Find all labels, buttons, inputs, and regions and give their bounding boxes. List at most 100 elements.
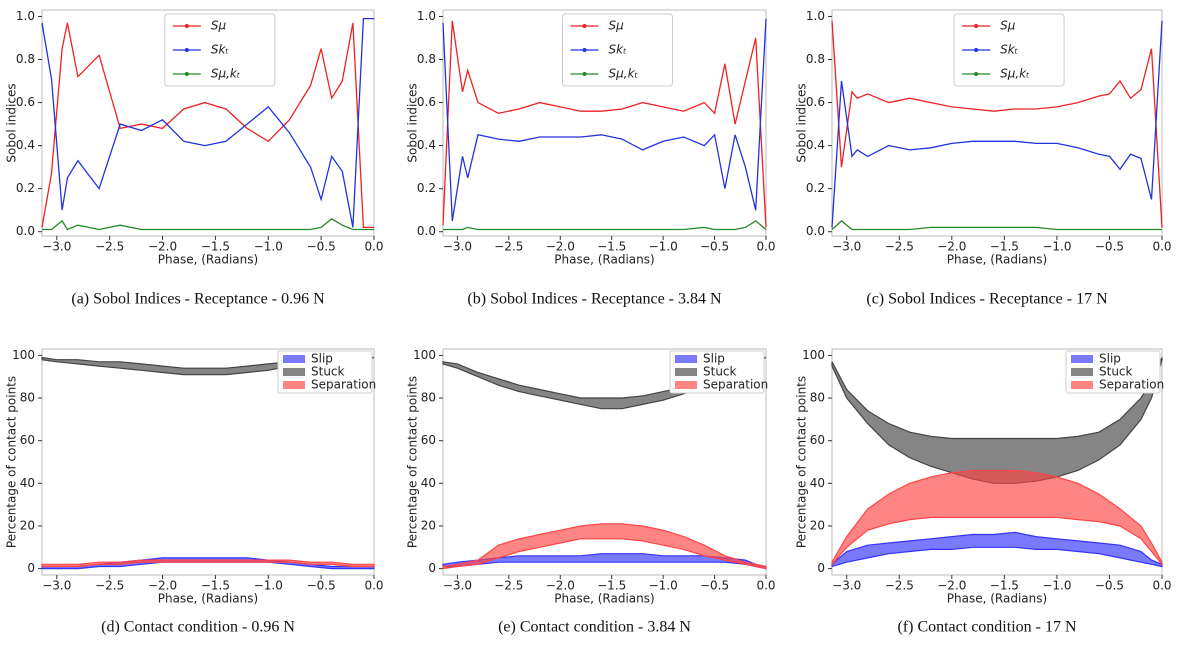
caption: (b) Sobol Indices - Receptance - 3.84 N — [467, 291, 722, 308]
caption: (e) Contact condition - 3.84 N — [498, 619, 691, 636]
x-tick-label: −2.5 — [885, 579, 914, 593]
x-axis-label: Phase, (Radians) — [947, 592, 1047, 606]
x-tick-label: −3.0 — [443, 240, 472, 254]
x-tick-label: −1.5 — [990, 579, 1019, 593]
legend-label: Sμ — [211, 19, 227, 33]
series-line — [42, 218, 374, 231]
legend-label: Sμ,kₜ — [1000, 67, 1030, 81]
legend-label: Separation — [1099, 378, 1164, 392]
y-axis-label: Percentage of contact points — [5, 376, 19, 548]
x-tick-label: −1.0 — [1042, 240, 1071, 254]
y-tick-label: 80 — [421, 391, 436, 405]
x-tick-label: −1.5 — [990, 240, 1019, 254]
series-line — [831, 20, 1163, 228]
legend-label: Sμ — [1000, 19, 1016, 33]
legend-label: Sμ,kₜ — [609, 67, 639, 81]
x-tick-label: −2.5 — [494, 240, 523, 254]
y-tick-label: 60 — [421, 433, 436, 447]
x-tick-label: −0.5 — [1095, 579, 1124, 593]
y-tick-label: 0.8 — [417, 52, 436, 66]
x-tick-label: 0.0 — [364, 240, 383, 254]
x-tick-label: −1.5 — [201, 579, 230, 593]
x-tick-label: −3.0 — [443, 579, 472, 593]
x-tick-label: −2.0 — [546, 240, 575, 254]
legend-label: Stuck — [703, 365, 737, 379]
legend-patch — [675, 368, 697, 376]
legend-patch — [675, 381, 697, 389]
y-tick-label: 0.6 — [16, 95, 35, 109]
x-tick-label: −1.0 — [254, 240, 283, 254]
x-tick-label: −2.5 — [885, 240, 914, 254]
y-tick-label: 1.0 — [16, 9, 35, 23]
y-axis-label: Sobol indices — [5, 83, 19, 162]
y-tick-label: 20 — [421, 518, 436, 532]
caption: (d) Contact condition - 0.96 N — [101, 619, 295, 636]
y-tick-label: 0.6 — [417, 95, 436, 109]
legend-patch — [1071, 355, 1093, 363]
legend-marker — [582, 48, 587, 52]
band — [831, 357, 1163, 484]
legend-patch — [675, 355, 697, 363]
legend-box — [953, 13, 1065, 87]
x-axis-label: Phase, (Radians) — [158, 592, 258, 606]
legend-patch — [1071, 368, 1093, 376]
legend-marker — [974, 48, 979, 52]
y-tick-label: 0.8 — [16, 52, 35, 66]
caption: (f) Contact condition - 17 N — [897, 619, 1077, 636]
series-line — [41, 17, 374, 228]
band — [442, 523, 767, 570]
y-axis-label: Sobol indices — [795, 83, 809, 162]
y-tick-label: 0.0 — [417, 224, 436, 238]
plot-frame — [442, 348, 767, 576]
legend-label: Slip — [311, 352, 333, 366]
legend-marker — [974, 72, 979, 76]
y-axis-label: Percentage of contact points — [795, 376, 809, 548]
y-tick-label: 0.0 — [16, 224, 35, 238]
x-tick-label: −3.0 — [42, 579, 71, 593]
series-line — [443, 220, 767, 231]
y-tick-label: 40 — [421, 476, 436, 490]
x-tick-label: −1.5 — [597, 240, 626, 254]
y-tick-label: 0.2 — [806, 181, 825, 195]
legend-marker — [184, 24, 189, 28]
y-tick-label: 0.2 — [16, 181, 35, 195]
x-tick-label: −2.5 — [494, 579, 523, 593]
x-axis-label: Phase, (Radians) — [554, 253, 654, 267]
legend-patch — [283, 355, 305, 363]
x-axis-label: Phase, (Radians) — [158, 253, 258, 267]
x-axis-label: Phase, (Radians) — [947, 253, 1047, 267]
x-tick-label: −1.5 — [201, 240, 230, 254]
x-tick-label: −0.5 — [307, 579, 336, 593]
y-axis-label: Sobol indices — [406, 83, 420, 162]
x-tick-label: −3.0 — [42, 240, 71, 254]
band — [41, 557, 375, 570]
y-tick-label: 0 — [27, 561, 35, 575]
x-tick-label: −2.0 — [148, 579, 177, 593]
plot-frame — [831, 9, 1163, 237]
series-line — [41, 22, 374, 229]
series-line — [442, 20, 767, 228]
y-tick-label: 0.2 — [417, 181, 436, 195]
y-tick-label: 80 — [20, 391, 35, 405]
x-tick-label: −2.0 — [937, 240, 966, 254]
y-tick-label: 0.6 — [806, 95, 825, 109]
plot-frame — [831, 348, 1163, 576]
caption: (c) Sobol Indices - Receptance - 17 N — [866, 291, 1108, 308]
band — [831, 469, 1163, 566]
y-tick-label: 0 — [817, 561, 825, 575]
x-tick-label: 0.0 — [756, 240, 775, 254]
legend-label: Slip — [1099, 352, 1121, 366]
legend-box — [562, 13, 674, 87]
y-tick-label: 1.0 — [417, 9, 436, 23]
series-line — [442, 18, 767, 222]
x-tick-label: −1.0 — [1042, 579, 1071, 593]
series-line — [831, 220, 1162, 231]
y-tick-label: 0.4 — [417, 138, 436, 152]
y-axis-label: Percentage of contact points — [406, 376, 420, 548]
y-tick-label: 40 — [810, 476, 825, 490]
x-tick-label: −0.5 — [1095, 240, 1124, 254]
y-tick-label: 20 — [20, 518, 35, 532]
y-tick-label: 1.0 — [806, 9, 825, 23]
x-tick-label: −2.0 — [148, 240, 177, 254]
band — [831, 531, 1163, 568]
